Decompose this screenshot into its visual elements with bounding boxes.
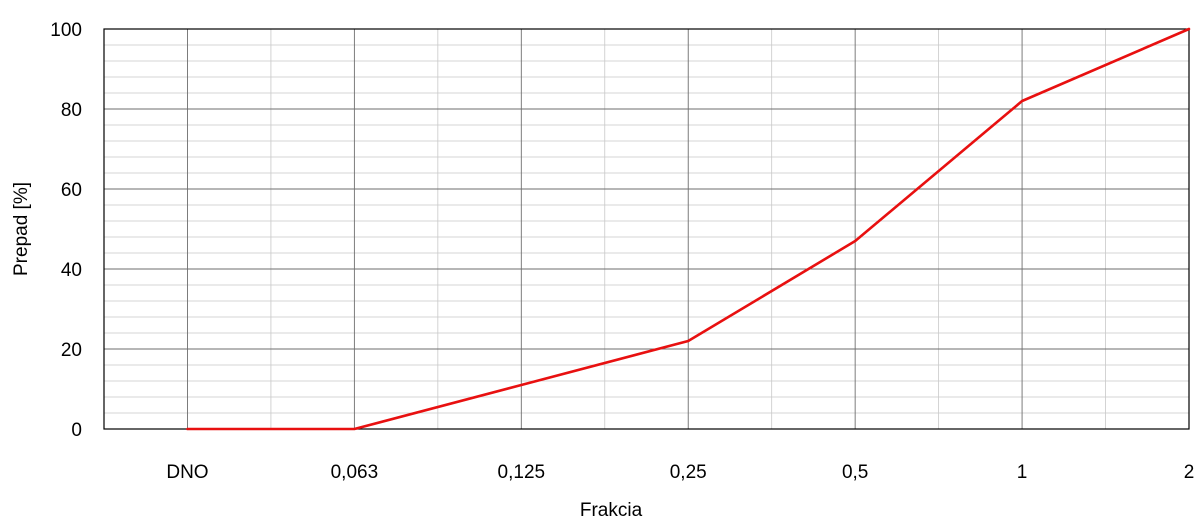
x-tick-label: DNO (166, 462, 208, 483)
y-axis-title: Prepad [%] (11, 182, 32, 276)
x-tick-label: 0,5 (842, 462, 868, 483)
y-tick-label: 80 (61, 100, 82, 121)
x-axis-tick-labels: DNO 0,063 0,125 0,25 0,5 1 2 (166, 462, 1194, 483)
minor-gridlines (104, 29, 1189, 429)
major-gridlines (104, 29, 1190, 429)
y-tick-label: 100 (50, 20, 82, 41)
plot-area-frame (103, 28, 1190, 430)
x-tick-label: 0,125 (498, 462, 546, 483)
y-axis-tick-labels: 0 20 40 60 80 100 (50, 20, 82, 441)
x-tick-label: 0,25 (670, 462, 707, 483)
y-tick-label: 60 (61, 180, 82, 201)
y-tick-label: 20 (61, 340, 82, 361)
x-axis-title: Frakcia (580, 500, 643, 521)
series-layer (186, 27, 1191, 431)
y-tick-label: 40 (61, 260, 82, 281)
x-tick-label: 1 (1017, 462, 1028, 483)
y-tick-label: 0 (71, 420, 82, 441)
x-tick-label: 2 (1184, 462, 1195, 483)
x-tick-label: 0,063 (331, 462, 379, 483)
